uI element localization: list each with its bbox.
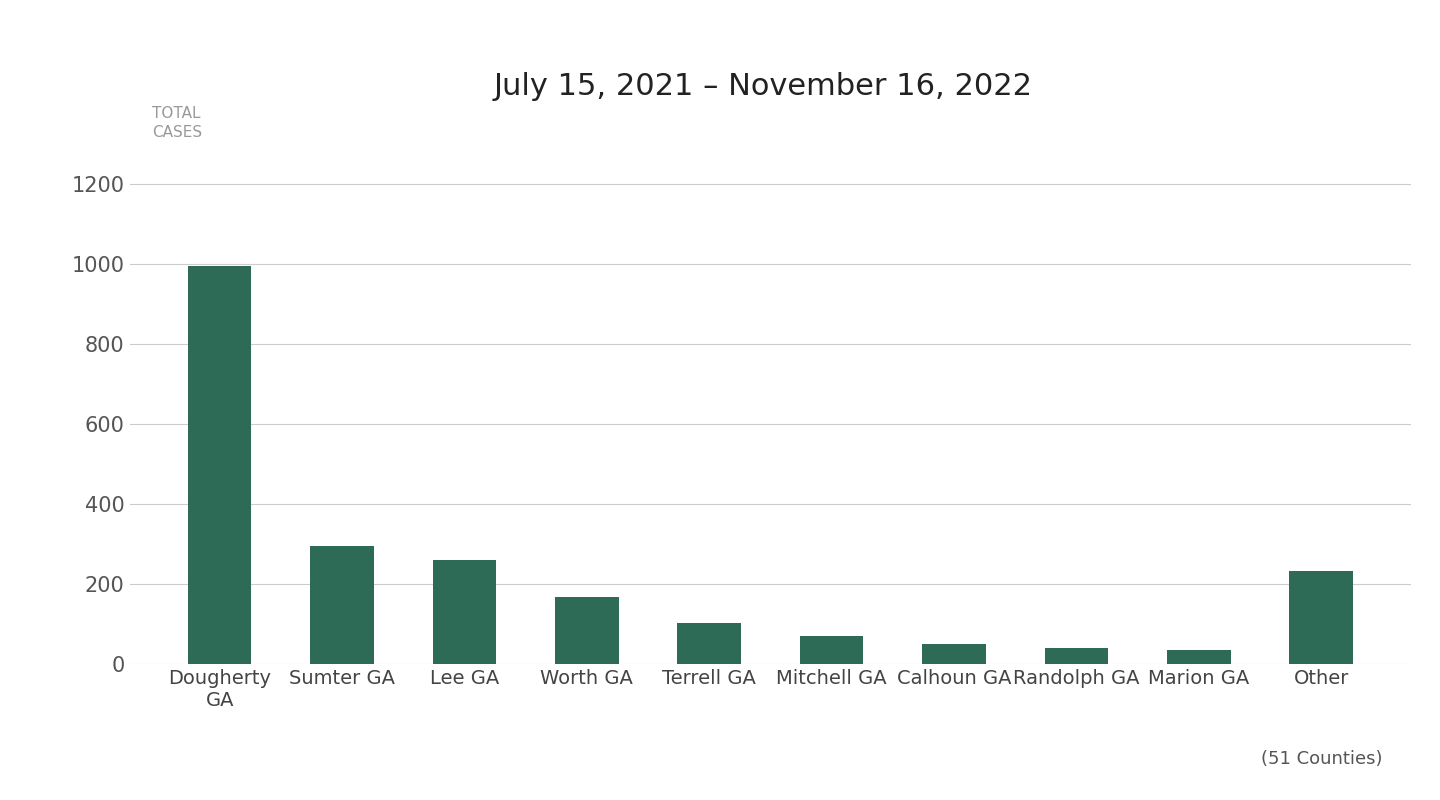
Text: (51 Counties): (51 Counties) <box>1261 750 1382 768</box>
Bar <box>1166 650 1231 664</box>
Bar <box>432 560 497 664</box>
Bar <box>922 644 986 664</box>
Bar <box>1289 571 1354 664</box>
Bar <box>554 597 619 664</box>
Bar <box>1044 648 1109 664</box>
Bar <box>799 636 864 664</box>
Bar <box>677 622 742 664</box>
Text: July 15, 2021 – November 16, 2022: July 15, 2021 – November 16, 2022 <box>494 72 1032 101</box>
Text: TOTAL
CASES: TOTAL CASES <box>153 106 203 140</box>
Bar <box>187 266 252 664</box>
Bar <box>310 546 374 664</box>
